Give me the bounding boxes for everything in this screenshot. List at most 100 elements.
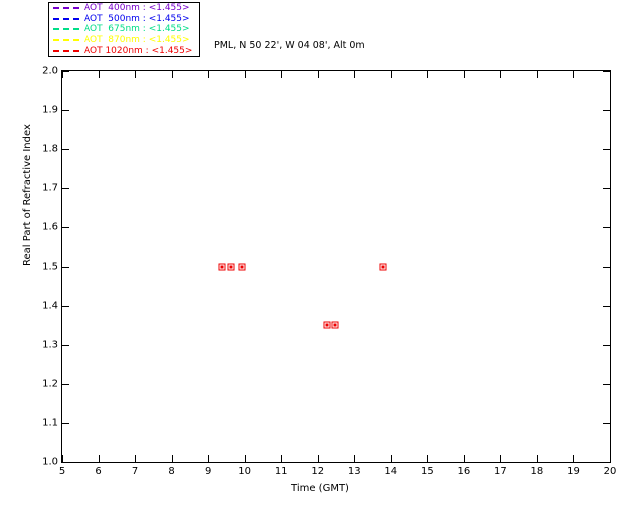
data-point — [323, 321, 331, 329]
x-axis-tick-label: 15 — [420, 466, 434, 477]
x-axis-tick — [536, 71, 538, 78]
y-axis-tick — [603, 383, 610, 385]
x-axis-tick — [427, 71, 429, 78]
y-axis-tick-label: 1.4 — [42, 300, 58, 312]
x-axis-tick-label: 13 — [347, 466, 361, 477]
y-axis-tick — [62, 149, 69, 151]
data-point-core — [381, 265, 385, 268]
plot-frame: 1.0 1.1 1.2 1.3 1.4 1.5 1.6 1.7 1.8 1.9 2.0 5 6 7 8 9 10… — [42, 66, 616, 478]
x-axis-tick — [427, 455, 429, 462]
x-axis-tick — [573, 455, 575, 462]
legend-item-label: AOT 870nm : <1.455> — [84, 35, 190, 46]
y-axis-tick — [603, 227, 610, 229]
y-axis-tick — [62, 462, 69, 463]
x-axis-tick-label: 12 — [311, 466, 325, 477]
y-axis-tick — [603, 149, 610, 151]
y-axis-tick-label: 1.8 — [42, 143, 58, 155]
y-axis-tick-label: 2.0 — [42, 65, 58, 77]
data-point-core — [220, 265, 224, 268]
x-axis-tick — [317, 455, 319, 462]
legend-item-label: AOT 675nm : <1.455> — [84, 24, 190, 35]
x-axis-tick — [62, 71, 63, 78]
y-axis-tick-label: 1.9 — [42, 104, 58, 116]
y-axis-tick — [603, 305, 610, 307]
x-axis-tick-label: 11 — [274, 466, 288, 477]
legend: AOT 400nm : <1.455> AOT 500nm : <1.455> AO… — [48, 2, 200, 57]
data-point-core — [325, 323, 329, 327]
x-axis-tick — [208, 71, 210, 78]
x-axis-tick — [536, 455, 538, 462]
y-axis-tick — [62, 422, 69, 424]
x-axis-tick-label: 6 — [95, 466, 102, 477]
x-axis-tick — [98, 455, 100, 462]
x-axis-tick-label: 8 — [168, 466, 175, 477]
x-axis-tick — [171, 455, 173, 462]
x-axis-tick — [390, 455, 392, 462]
legend-line-icon — [53, 7, 79, 10]
x-axis-tick — [244, 71, 246, 78]
y-axis-tick — [603, 110, 610, 112]
y-axis-tick — [62, 383, 69, 385]
y-axis-tick — [62, 110, 69, 112]
y-axis-tick — [62, 188, 69, 190]
y-axis-tick-label: 1.7 — [42, 182, 58, 194]
x-axis-tick — [98, 71, 100, 78]
legend-item-label: AOT 400nm : <1.455> — [84, 3, 190, 14]
y-axis-tick — [62, 71, 69, 72]
x-axis-tick-label: 17 — [494, 466, 507, 477]
x-axis-tick — [463, 455, 465, 462]
legend-line-icon — [53, 49, 79, 52]
data-point-core — [240, 265, 244, 268]
x-axis-tick — [463, 71, 465, 78]
x-axis-tick — [171, 71, 173, 78]
legend-item-label: AOT 500nm : <1.455> — [84, 13, 190, 24]
x-axis-tick-label: 10 — [238, 466, 252, 477]
annotation-site: PML, N 50 22', W 04 08', Alt 0m — [214, 40, 365, 51]
x-axis-tick — [135, 455, 137, 462]
y-axis-tick — [62, 344, 69, 346]
y-axis-tick — [603, 71, 610, 72]
y-axis-tick — [62, 305, 69, 307]
legend-line-icon — [53, 39, 79, 42]
legend-line-icon — [53, 17, 79, 20]
x-axis-tick — [354, 71, 356, 78]
x-axis-tick-label: 19 — [567, 466, 580, 477]
legend-item-aot-675nm: AOT 675nm : <1.455> — [53, 24, 199, 35]
data-point — [238, 263, 246, 270]
x-axis-tick — [317, 71, 319, 78]
y-axis-label: Real Part of Refractive Index — [22, 124, 33, 266]
data-point — [379, 263, 387, 270]
x-axis-tick-label: 5 — [58, 466, 66, 477]
x-axis-tick-label: 18 — [530, 466, 544, 477]
x-axis-tick — [610, 71, 611, 78]
x-axis-tick — [244, 455, 246, 462]
x-axis-tick-label: 14 — [384, 466, 398, 477]
x-axis-tick — [390, 71, 392, 78]
legend-item-aot-1020nm: AOT 1020nm : <1.455> — [53, 45, 199, 56]
x-axis-tick — [281, 71, 283, 78]
y-axis-tick-label: 1.6 — [42, 221, 58, 233]
x-axis-tick — [610, 455, 611, 462]
x-axis-tick — [62, 455, 63, 462]
legend-item-label: AOT 1020nm : <1.455> — [84, 45, 193, 56]
data-point — [218, 263, 226, 270]
y-axis-tick — [603, 188, 610, 190]
y-axis-tick — [603, 266, 610, 268]
x-axis-tick — [208, 455, 210, 462]
y-axis-tick-label: 1.5 — [42, 261, 58, 272]
x-axis-tick-label: 16 — [457, 466, 471, 477]
y-axis-tick — [603, 344, 610, 346]
legend-item-aot-400nm: AOT 400nm : <1.455> — [53, 3, 199, 14]
x-axis-tick-label: 20 — [603, 466, 617, 477]
y-axis-tick — [603, 462, 610, 463]
y-axis-tick — [62, 227, 69, 229]
x-axis-tick — [500, 71, 502, 78]
x-axis-tick-label: 7 — [131, 466, 139, 477]
data-point — [227, 263, 235, 270]
legend-line-icon — [53, 28, 79, 31]
y-axis-tick — [603, 422, 610, 424]
y-axis-tick-label: 1.1 — [42, 417, 58, 429]
data-point — [331, 321, 339, 329]
legend-item-aot-500nm: AOT 500nm : <1.455> — [53, 14, 199, 25]
